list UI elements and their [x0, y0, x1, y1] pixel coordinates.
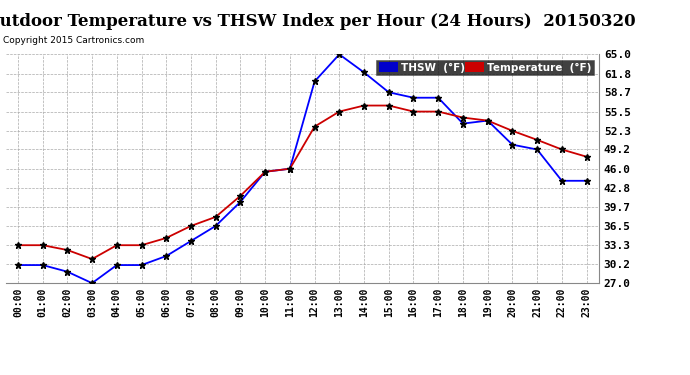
Text: Copyright 2015 Cartronics.com: Copyright 2015 Cartronics.com [3, 36, 145, 45]
Legend: THSW  (°F), Temperature  (°F): THSW (°F), Temperature (°F) [376, 60, 593, 75]
Text: Outdoor Temperature vs THSW Index per Hour (24 Hours)  20150320: Outdoor Temperature vs THSW Index per Ho… [0, 13, 635, 30]
